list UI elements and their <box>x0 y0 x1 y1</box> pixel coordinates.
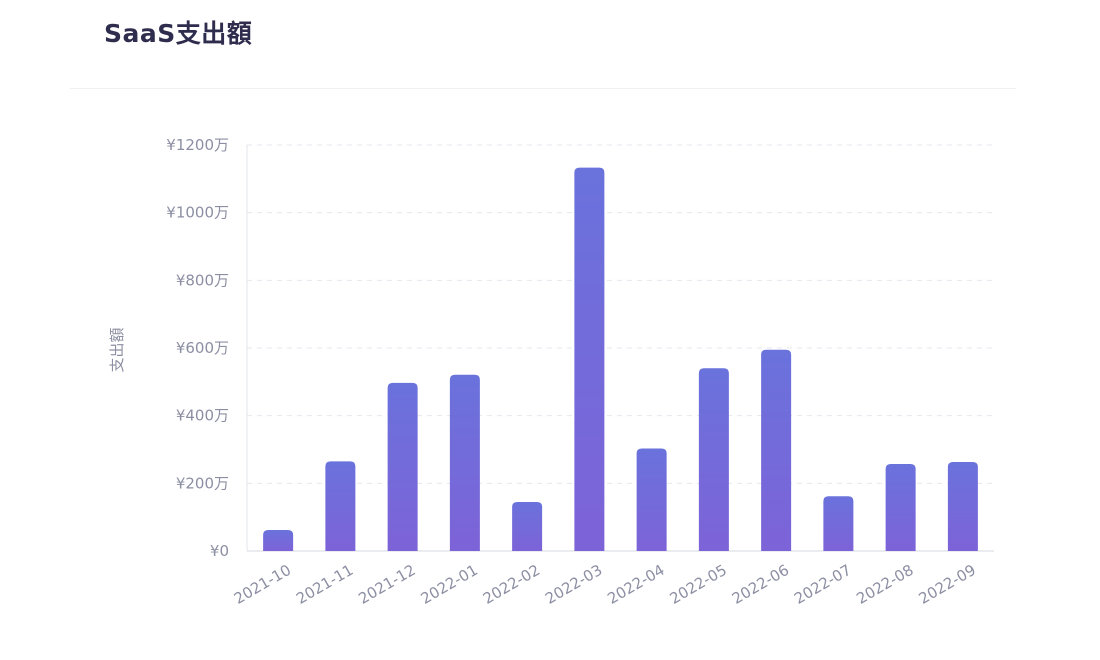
bar-2021-10[interactable] <box>263 530 294 551</box>
x-tick-label: 2022-06 <box>729 561 792 608</box>
x-tick-label: 2022-03 <box>542 561 605 608</box>
bar-2022-03[interactable] <box>574 167 605 551</box>
y-tick-label: ¥0 <box>210 542 229 560</box>
y-tick-label: ¥1200万 <box>166 136 229 154</box>
bars <box>263 167 978 551</box>
card-header: SaaS支出額 <box>70 0 1016 89</box>
x-tick-label: 2022-07 <box>791 561 854 608</box>
bar-2022-07[interactable] <box>823 496 854 551</box>
bar-2022-02[interactable] <box>512 501 543 551</box>
bar-2022-05[interactable] <box>698 368 729 551</box>
x-tick-label: 2022-02 <box>480 561 543 608</box>
bar-2021-12[interactable] <box>387 382 418 551</box>
bar-chart: ¥0 ¥200万 ¥400万 ¥600万 ¥800万 ¥1000万 ¥1200万 2021-… <box>108 136 994 608</box>
y-tick-label: ¥800万 <box>176 271 229 289</box>
grid-lines <box>247 144 994 484</box>
bar-2022-06[interactable] <box>761 349 792 551</box>
x-tick-label: 2022-08 <box>853 561 916 608</box>
bar-2021-11[interactable] <box>325 461 356 551</box>
x-tick-label: 2021-11 <box>293 561 356 608</box>
y-tick-label: ¥600万 <box>176 339 229 357</box>
y-axis-label: 支出額 <box>108 327 126 372</box>
y-tick-label: ¥1000万 <box>166 204 229 222</box>
y-tick-label: ¥400万 <box>176 407 229 425</box>
y-tick-labels: ¥0 ¥200万 ¥400万 ¥600万 ¥800万 ¥1000万 ¥1200万 <box>166 136 229 560</box>
bar-2022-04[interactable] <box>636 448 667 551</box>
x-tick-label: 2022-09 <box>916 561 979 608</box>
x-tick-labels: 2021-102021-112021-122022-012022-022022-… <box>231 561 979 608</box>
chart-title: SaaS支出額 <box>104 19 253 48</box>
x-tick-label: 2022-05 <box>667 561 730 608</box>
axes <box>246 145 994 552</box>
x-tick-label: 2021-12 <box>355 561 418 608</box>
x-tick-label: 2021-10 <box>231 561 294 608</box>
x-tick-label: 2022-04 <box>604 561 667 608</box>
bar-2022-09[interactable] <box>947 462 978 551</box>
bar-2022-01[interactable] <box>449 374 480 551</box>
y-tick-label: ¥200万 <box>176 474 229 492</box>
x-tick-label: 2022-01 <box>418 561 481 608</box>
bar-2022-08[interactable] <box>885 464 916 551</box>
chart-card: SaaS支出額 ¥0 ¥200万 ¥400万 ¥600万 ¥800万 ¥1000万 ¥120… <box>70 0 1016 660</box>
